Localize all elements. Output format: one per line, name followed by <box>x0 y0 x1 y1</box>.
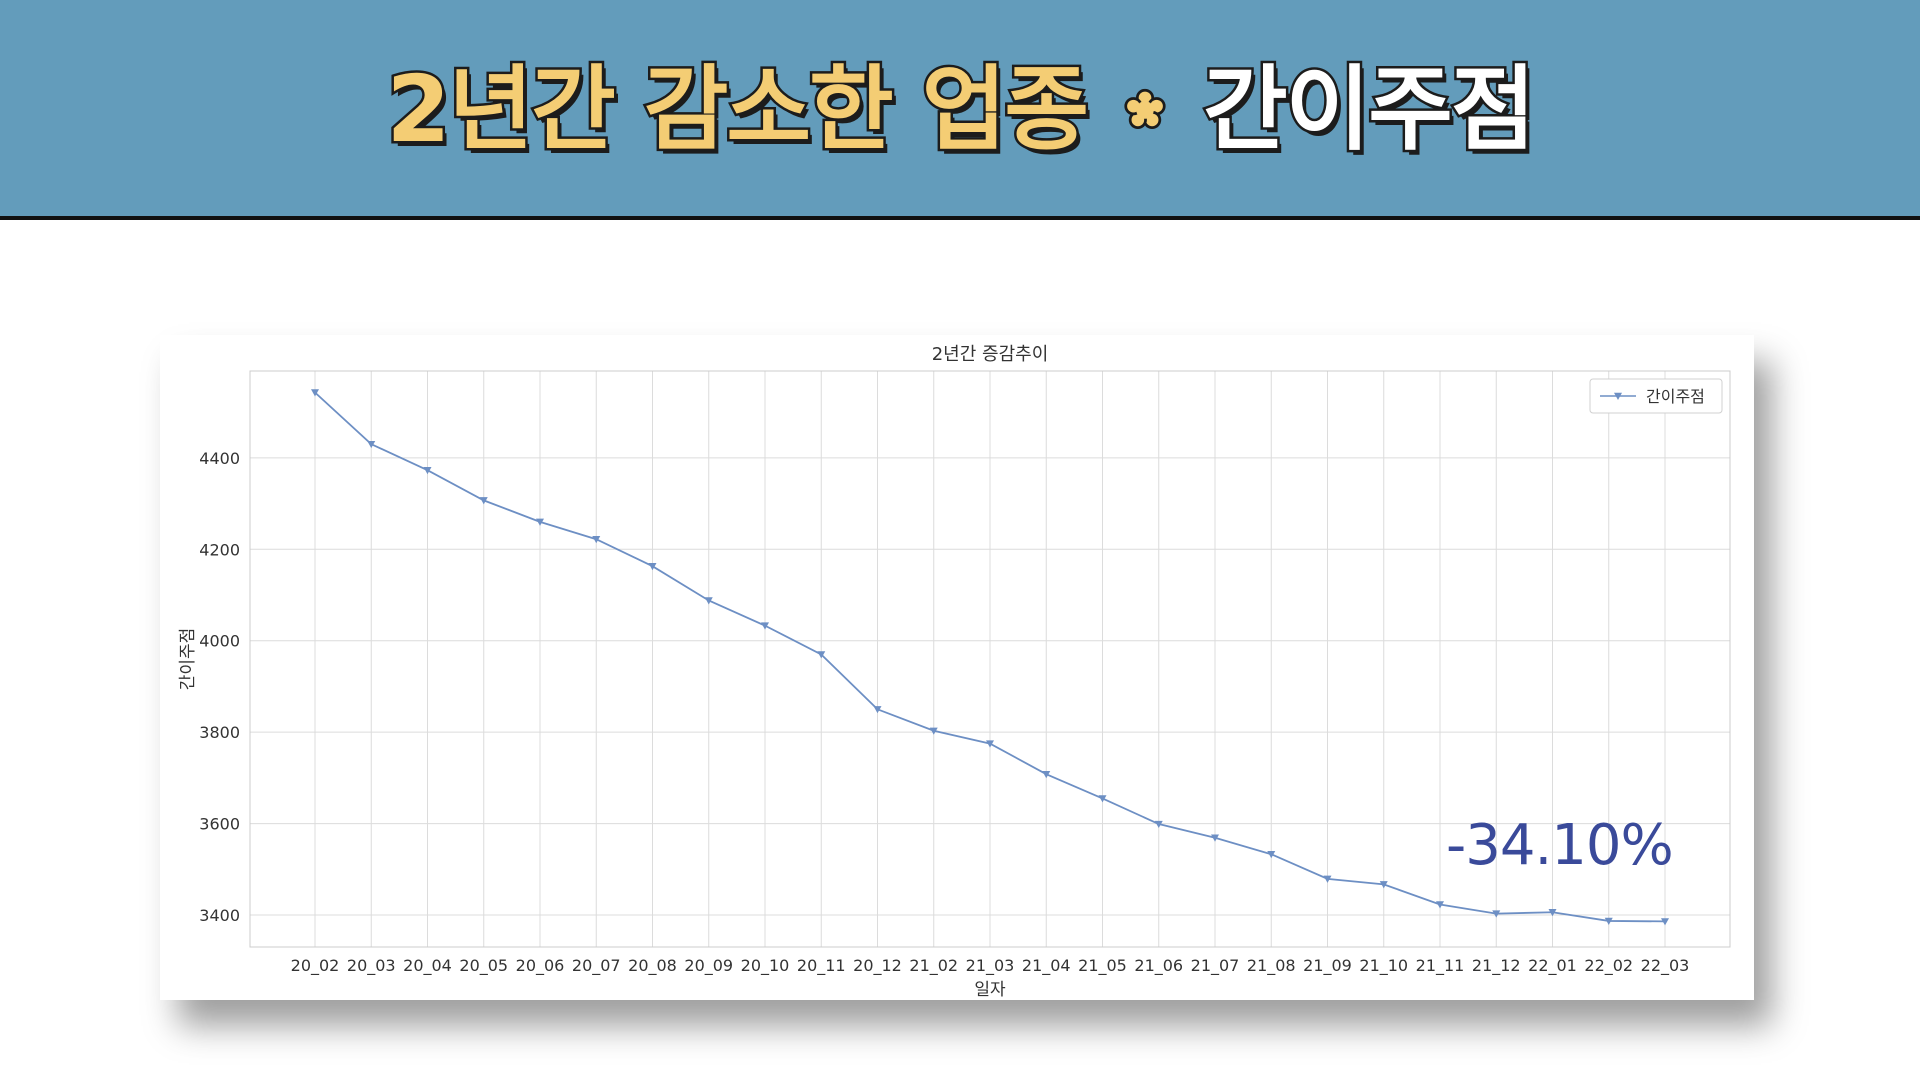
data-point <box>311 389 319 397</box>
data-point <box>929 727 938 735</box>
data-point <box>1323 875 1332 883</box>
y-axis-label: 간이주점 <box>178 628 198 691</box>
x-tick-label: 20_11 <box>797 956 846 976</box>
x-tick-label: 21_09 <box>1303 956 1352 976</box>
legend-marker <box>1614 392 1622 400</box>
page-title: 2년간 감소한 업종 <box>384 56 1092 163</box>
data-point <box>704 597 713 605</box>
data-point <box>1492 910 1501 918</box>
x-axis: 20_02 20_03 20_04 20_05 20_06 20_07 20_08 20_09… <box>291 956 1690 976</box>
x-tick-label: 22_01 <box>1528 956 1577 976</box>
legend-box <box>1589 378 1723 414</box>
data-point <box>1098 795 1107 803</box>
change-percent-annotation: -34.10% <box>1446 813 1674 878</box>
data-point <box>479 497 488 505</box>
data-point <box>761 622 769 630</box>
x-tick-label: 21_12 <box>1472 956 1521 976</box>
x-tick-label: 22_02 <box>1584 956 1633 976</box>
plot-area <box>249 370 1731 948</box>
x-tick-label: 21_02 <box>909 956 958 976</box>
x-tick-label: 21_07 <box>1191 956 1240 976</box>
chart-title: 2년간 증감추이 <box>932 344 1049 365</box>
data-point <box>592 536 601 544</box>
data-point <box>367 440 376 449</box>
title-row: 2년간 감소한 업종 간이주점 <box>0 55 1920 165</box>
y-tick-label: 3600 <box>199 815 240 834</box>
data-point <box>1267 851 1276 859</box>
legend-label: 간이주점 <box>1646 387 1705 406</box>
series-layer <box>311 389 1669 926</box>
data-point <box>1211 834 1219 842</box>
y-axis: 3400 3600 3800 4000 4200 4400 <box>199 449 240 925</box>
y-tick-label: 4200 <box>199 540 240 559</box>
data-point <box>986 740 994 748</box>
data-point <box>1379 881 1388 889</box>
data-point <box>873 706 882 714</box>
x-tick-label: 21_05 <box>1078 956 1127 976</box>
data-point <box>1436 901 1444 909</box>
flower-icon <box>1124 88 1166 129</box>
header-banner: 2년간 감소한 업종 간이주점 <box>0 0 1920 220</box>
data-point <box>1154 820 1163 829</box>
legend: 간이주점 <box>1589 378 1723 414</box>
data-point <box>1042 771 1051 779</box>
x-tick-label: 21_04 <box>1022 956 1071 976</box>
x-tick-label: 20_09 <box>684 956 733 976</box>
x-tick-label: 21_03 <box>966 956 1015 976</box>
y-tick-label: 4400 <box>199 449 240 468</box>
x-tick-label: 20_06 <box>516 956 565 976</box>
x-tick-label: 20_08 <box>628 956 677 976</box>
y-tick-label: 3400 <box>199 906 240 925</box>
chart-card: 3400 3600 3800 4000 4200 4400 20_02 20_03 20_04… <box>160 335 1754 1000</box>
data-point <box>1604 917 1613 925</box>
page-subtitle: 간이주점 <box>1201 56 1539 163</box>
x-tick-label: 20_04 <box>403 956 452 976</box>
y-tick-label: 3800 <box>199 723 240 742</box>
data-point <box>536 518 544 526</box>
x-tick-label: 21_08 <box>1247 956 1296 976</box>
data-point <box>1548 909 1557 917</box>
x-tick-label: 21_06 <box>1134 956 1183 976</box>
grid <box>250 371 1730 947</box>
data-point <box>648 563 657 571</box>
x-tick-label: 20_03 <box>347 956 396 976</box>
data-point <box>1661 918 1669 926</box>
line-chart: 3400 3600 3800 4000 4200 4400 20_02 20_03 20_04… <box>178 344 1731 1000</box>
data-point <box>423 467 432 475</box>
data-point <box>817 651 826 659</box>
x-tick-label: 21_11 <box>1416 956 1465 976</box>
x-axis-label: 일자 <box>974 980 1006 1000</box>
x-tick-label: 20_07 <box>572 956 621 976</box>
x-tick-label: 20_02 <box>291 956 340 976</box>
x-tick-label: 21_10 <box>1359 956 1408 976</box>
x-tick-label: 20_10 <box>741 956 790 976</box>
x-tick-label: 22_03 <box>1641 956 1690 976</box>
x-tick-label: 20_05 <box>459 956 508 976</box>
x-tick-label: 20_12 <box>853 956 902 976</box>
y-tick-label: 4000 <box>199 632 240 651</box>
